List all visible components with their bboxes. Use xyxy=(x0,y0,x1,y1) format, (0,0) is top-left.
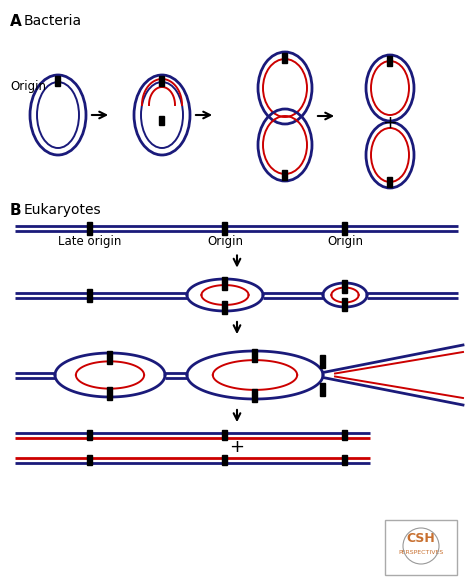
Bar xyxy=(222,277,228,290)
Bar xyxy=(343,222,347,235)
Bar xyxy=(320,355,326,367)
Bar xyxy=(343,298,347,311)
Text: Origin: Origin xyxy=(10,80,46,93)
Bar xyxy=(88,430,92,440)
Bar xyxy=(55,76,61,86)
Bar xyxy=(88,288,92,301)
Text: A: A xyxy=(10,14,22,29)
Bar xyxy=(253,349,257,362)
Bar xyxy=(283,170,288,180)
Bar xyxy=(222,430,228,440)
Bar xyxy=(222,301,228,314)
Bar xyxy=(388,56,392,66)
Bar xyxy=(343,455,347,465)
Text: +: + xyxy=(229,439,245,456)
Text: Eukaryotes: Eukaryotes xyxy=(24,203,101,217)
Bar xyxy=(343,430,347,440)
Text: Origin: Origin xyxy=(207,236,243,249)
Text: +: + xyxy=(383,115,398,132)
Bar xyxy=(283,53,288,63)
Bar xyxy=(343,280,347,292)
Text: Bacteria: Bacteria xyxy=(24,14,82,28)
Bar xyxy=(159,76,164,86)
Bar xyxy=(159,115,164,125)
Bar xyxy=(222,222,228,235)
Bar xyxy=(222,455,228,465)
FancyBboxPatch shape xyxy=(385,520,457,575)
Bar xyxy=(108,350,112,363)
Text: CSH: CSH xyxy=(407,532,436,545)
Bar xyxy=(108,387,112,400)
Text: Late origin: Late origin xyxy=(58,236,122,249)
Bar xyxy=(388,177,392,187)
Bar xyxy=(88,455,92,465)
Text: B: B xyxy=(10,203,22,218)
Bar xyxy=(320,383,326,395)
Bar xyxy=(88,222,92,235)
Text: PERSPECTIVES: PERSPECTIVES xyxy=(398,549,444,555)
Bar xyxy=(253,388,257,401)
Text: Origin: Origin xyxy=(327,236,363,249)
